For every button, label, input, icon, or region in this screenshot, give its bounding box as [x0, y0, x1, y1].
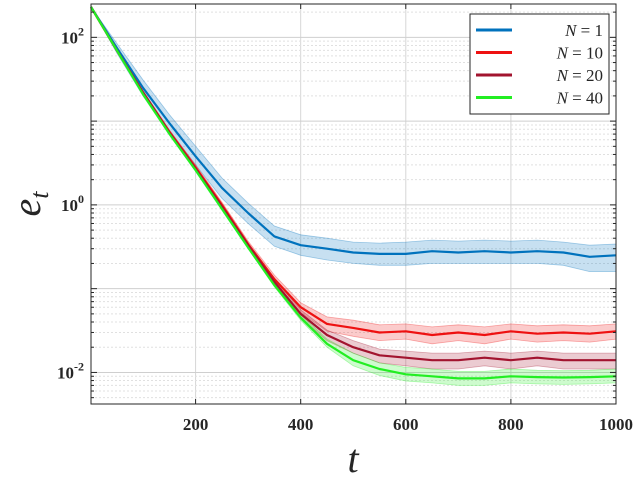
series-line-4 [90, 6, 617, 380]
x-tick-label: 200 [183, 415, 209, 434]
x-tick-label: 400 [288, 415, 314, 434]
ticks [91, 4, 617, 404]
legend-label: N = 10 [556, 44, 603, 63]
series-line-1 [90, 6, 617, 258]
legend-label: N = 20 [556, 66, 603, 85]
plot-frame [90, 3, 617, 405]
y-tick-label: 10-2 [57, 359, 84, 382]
x-tick-label: 600 [393, 415, 419, 434]
x-tick-label: 800 [498, 415, 524, 434]
x-axis-label: t [347, 436, 359, 480]
series-lines [90, 6, 617, 380]
legend: N = 1 N = 10 N = 20 N = 40 [469, 13, 610, 115]
y-tick-label: 102 [61, 24, 84, 47]
x-tick-label: 1000 [599, 415, 633, 434]
tick-labels: 200 400 600 800 1000 10-2 100 102 [57, 24, 633, 434]
legend-label: N = 1 [564, 21, 603, 40]
legend-label: N = 40 [556, 89, 603, 108]
y-tick-label: 100 [61, 192, 84, 215]
y-axis-label: et [4, 191, 54, 217]
